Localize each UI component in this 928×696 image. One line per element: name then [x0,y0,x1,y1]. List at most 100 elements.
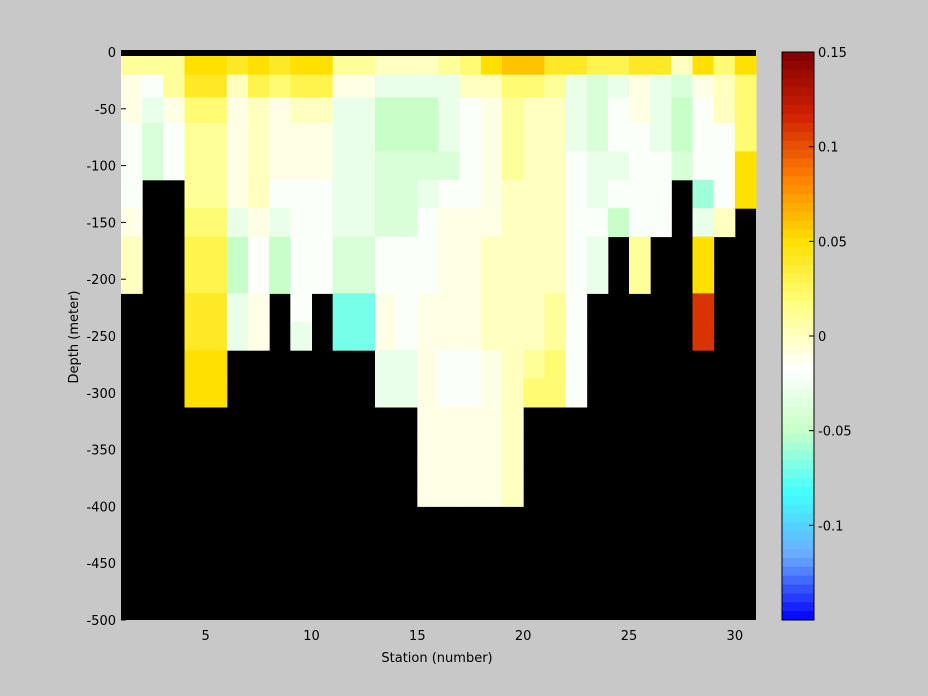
heatmap-cell [629,208,651,238]
colorbar-tick-label: -0.1 [818,519,843,534]
heatmap-cell [544,236,566,266]
heatmap-cell [311,74,334,98]
colorbar-step [782,433,814,444]
x-axis-ticks: 5 10 15 20 25 30 [202,615,743,644]
heatmap-cell [396,265,418,294]
heatmap-cell [438,463,461,493]
heatmap-cell [184,123,207,152]
heatmap-cell [269,265,291,294]
heatmap-cell [459,151,482,181]
heatmap-cell [163,151,185,181]
heatmap-cell [121,97,143,124]
heatmap-cell [311,208,334,238]
heatmap-cell [142,97,164,124]
heatmap-cell [205,123,228,152]
heatmap-cell [332,236,355,266]
heatmap-cell [459,123,482,152]
y-tick-label: -100 [86,160,116,175]
heatmap-cell [586,97,609,124]
colorbar-step [782,87,814,97]
heatmap-cell [332,321,355,351]
heatmap-cell [502,74,524,98]
heatmap-cell [523,208,545,238]
colorbar-step [782,229,814,239]
heatmap-cell [480,97,503,124]
colorbar-step [782,442,814,452]
heatmap-cell [480,52,503,76]
heatmap-cell [248,293,270,323]
heatmap-cell [459,293,482,323]
heatmap-cell [565,378,588,408]
heatmap-cell [480,492,503,507]
colorbar-tick-label: 0 [818,330,826,345]
heatmap-cell [121,208,143,238]
heatmap-cell [671,123,693,152]
heatmap-cell [375,74,397,98]
heatmap-cell [226,293,249,323]
heatmap-cell [417,293,439,323]
heatmap-cell [438,97,461,124]
heatmap-cell [734,179,757,209]
heatmap-cell [290,321,312,351]
heatmap-cell [396,378,418,408]
heatmap-cell [523,378,545,408]
heatmap-cell [692,74,715,98]
heatmap-cell [226,265,249,294]
heatmap-cell [163,74,185,98]
heatmap-cell [650,179,672,209]
colorbar-step [782,398,814,408]
heatmap-cell [586,52,609,76]
heatmap-cell [311,179,334,209]
heatmap-cell [290,52,312,76]
heatmap-cell [332,179,355,209]
heatmap-cell [375,378,397,408]
heatmap-cell [544,208,566,238]
heatmap-cell [734,123,757,152]
heatmap-cell [459,463,482,493]
colorbar-step [782,300,814,310]
colorbar-step [782,495,814,506]
heatmap-cell [438,265,461,294]
heatmap-cell [523,151,545,181]
heatmap-cell [544,265,566,294]
heatmap-cell [417,435,439,465]
heatmap-cell [353,97,376,124]
colorbar-step [782,371,814,381]
heatmap-cell [184,74,207,98]
colorbar-step [782,291,814,302]
heatmap-cell [205,97,228,124]
heatmap-cell [205,293,228,323]
heatmap-cell [311,151,334,181]
heatmap-cell [713,179,736,209]
heatmap-cell [290,151,312,181]
heatmap-cell [713,97,736,124]
heatmap-cell [565,52,588,76]
heatmap-cell [205,350,228,380]
heatmap-cell [375,208,397,238]
y-axis-label: Depth (meter) [67,291,82,384]
heatmap-cell [353,123,376,152]
heatmap-cell [523,350,545,380]
heatmap-cell [586,208,609,238]
heatmap-cell [523,236,545,266]
heatmap-cell [544,74,566,98]
heatmap-cell [290,123,312,152]
heatmap-cell [502,97,524,124]
heatmap-cell [480,208,503,238]
colorbar-step [782,557,814,568]
colorbar-step [782,353,814,364]
colorbar-step [782,52,814,62]
heatmap-cell [459,52,482,76]
heatmap-cell [502,492,524,507]
colorbar-step [782,593,814,603]
colorbar-step [782,78,814,89]
heatmap-cell [502,463,524,493]
heatmap-cell [671,74,693,98]
heatmap-cell [629,265,651,294]
heatmap-cell [480,350,503,380]
heatmap-cell [248,265,270,294]
heatmap-cell [205,179,228,209]
colorbar-step [782,202,814,213]
heatmap-cell [396,208,418,238]
heatmap-cell [502,378,524,408]
